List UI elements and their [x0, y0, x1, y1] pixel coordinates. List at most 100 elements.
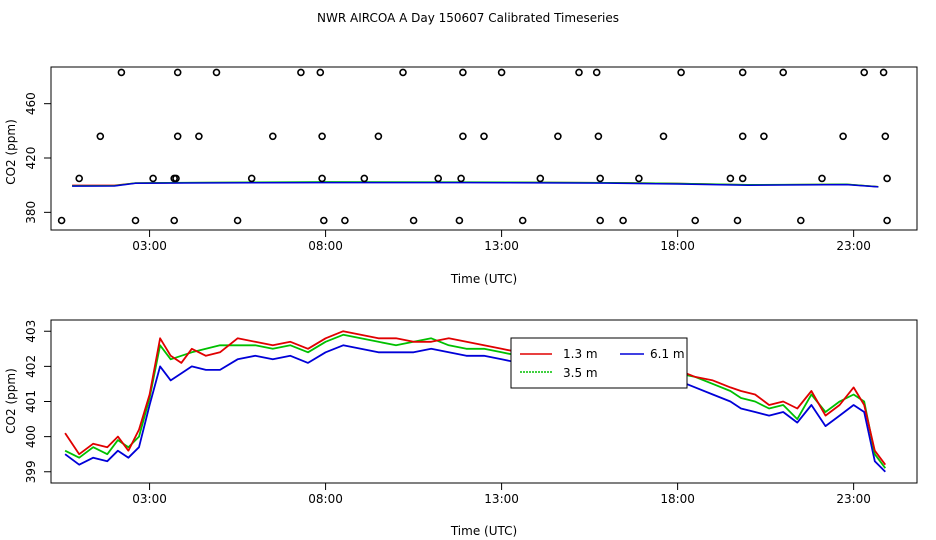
- scatter-point: [883, 174, 891, 183]
- scatter-point: [554, 132, 562, 141]
- chart-title: NWR AIRCOA A Day 150607 Calibrated Times…: [317, 11, 619, 25]
- scatter-point: [738, 68, 747, 77]
- scatter-point: [172, 174, 180, 183]
- bottom-y-tick-label: 400: [24, 425, 38, 448]
- scatter-point: [374, 132, 383, 141]
- bottom-x-tick-label: 23:00: [836, 492, 871, 506]
- scatter-point: [659, 132, 668, 141]
- series-line-61m: [64, 344, 886, 473]
- top-series-line-flat-blue: [72, 181, 879, 188]
- scatter-point: [195, 132, 203, 141]
- bottom-x-tick-label: 13:00: [484, 492, 519, 506]
- bottom-y-tick-label: 402: [24, 355, 38, 378]
- scatter-point: [677, 68, 685, 77]
- series-line-13m: [64, 330, 887, 466]
- bottom-x-tick-label: 18:00: [660, 492, 695, 506]
- bottom-panel: 03:00 08:00 13:00 18:00 23:00 399 400 401 402 40…: [4, 319, 918, 538]
- top-plot-frame: [50, 66, 918, 231]
- scatter-point: [860, 68, 869, 77]
- scatter-point: [318, 174, 326, 183]
- scatter-point: [796, 216, 805, 225]
- bottom-x-tick-label: 08:00: [308, 492, 343, 506]
- scatter-point: [596, 216, 605, 225]
- top-panel: 03:00 08:00 13:00 18:00 23:00 380 420 460 Time…: [4, 66, 918, 286]
- scatter-point: [594, 132, 603, 141]
- scatter-point: [247, 174, 256, 183]
- legend-label-6p1m: 6.1 m: [650, 347, 685, 361]
- scatter-point: [619, 216, 627, 225]
- scatter-point: [497, 68, 506, 77]
- top-x-tick-label: 23:00: [836, 239, 871, 253]
- scatter-point: [818, 174, 826, 183]
- bottom-y-tick-label: 401: [24, 390, 38, 413]
- scatter-point: [635, 174, 643, 183]
- scatter-point: [879, 68, 888, 77]
- scatter-point: [75, 174, 83, 183]
- scatter-point: [726, 174, 735, 183]
- scatter-point: [173, 132, 182, 141]
- top-y-label: CO2 (ppm): [4, 119, 18, 185]
- top-y-axis: 380 420 460: [24, 92, 52, 224]
- scatter-point: [212, 68, 221, 77]
- scatter-point: [733, 216, 742, 225]
- bottom-y-tick-label: 399: [24, 460, 38, 483]
- scatter-point: [596, 174, 605, 183]
- scatter-point: [480, 132, 488, 141]
- scatter-point: [691, 216, 700, 225]
- bottom-y-axis: 399 400 401 402 403: [24, 320, 52, 483]
- scatter-point: [434, 174, 443, 183]
- scatter-point: [131, 216, 140, 225]
- bottom-y-label: CO2 (ppm): [4, 368, 18, 434]
- top-x-tick-label: 03:00: [132, 239, 167, 253]
- top-series-lines: [72, 181, 879, 188]
- scatter-point: [457, 174, 465, 183]
- scatter-point: [173, 68, 182, 77]
- scatter-point: [57, 216, 66, 225]
- series-line-35m: [64, 333, 887, 469]
- legend-label-1p3m: 1.3 m: [563, 347, 598, 361]
- bottom-x-axis: 03:00 08:00 13:00 18:00 23:00: [132, 482, 871, 506]
- scatter-point: [360, 174, 369, 183]
- scatter-point: [592, 68, 601, 77]
- top-x-axis: 03:00 08:00 13:00 18:00 23:00: [132, 229, 871, 253]
- top-y-tick-label: 380: [24, 201, 38, 224]
- scatter-point: [409, 216, 418, 225]
- top-x-label: Time (UTC): [450, 272, 517, 286]
- scatter-point: [399, 68, 407, 77]
- scatter-point: [341, 216, 349, 225]
- scatter-point: [268, 132, 277, 141]
- scatter-point: [738, 132, 747, 141]
- scatter-point: [316, 68, 325, 77]
- scatter-point: [881, 132, 890, 141]
- scatter-point: [455, 216, 464, 225]
- top-points: [57, 68, 891, 225]
- scatter-point: [96, 132, 105, 141]
- bottom-x-label: Time (UTC): [450, 524, 517, 538]
- top-x-tick-label: 18:00: [660, 239, 695, 253]
- scatter-point: [738, 174, 747, 183]
- top-x-tick-label: 13:00: [484, 239, 519, 253]
- legend-label-3p5m: 3.5 m: [563, 366, 598, 380]
- scatter-point: [459, 132, 467, 141]
- scatter-point: [170, 216, 178, 225]
- bottom-y-tick-label: 403: [24, 320, 38, 343]
- scatter-point: [883, 216, 891, 225]
- top-y-tick-label: 460: [24, 92, 38, 115]
- scatter-point: [536, 174, 545, 183]
- scatter-point: [839, 132, 847, 141]
- legend-box: [510, 337, 688, 389]
- bottom-series-lines: [64, 330, 887, 473]
- scatter-point: [518, 216, 527, 225]
- scatter-point: [233, 216, 242, 225]
- scatter-point: [779, 68, 788, 77]
- scatter-point: [117, 68, 126, 77]
- bottom-x-tick-label: 03:00: [132, 492, 167, 506]
- scatter-point: [297, 68, 305, 77]
- top-x-tick-label: 08:00: [308, 239, 343, 253]
- legend: 1.3 m 3.5 m 6.1 m: [510, 337, 688, 389]
- scatter-point: [149, 174, 157, 183]
- scatter-point: [459, 68, 467, 77]
- top-y-tick-label: 420: [24, 147, 38, 170]
- scatter-point: [760, 132, 768, 141]
